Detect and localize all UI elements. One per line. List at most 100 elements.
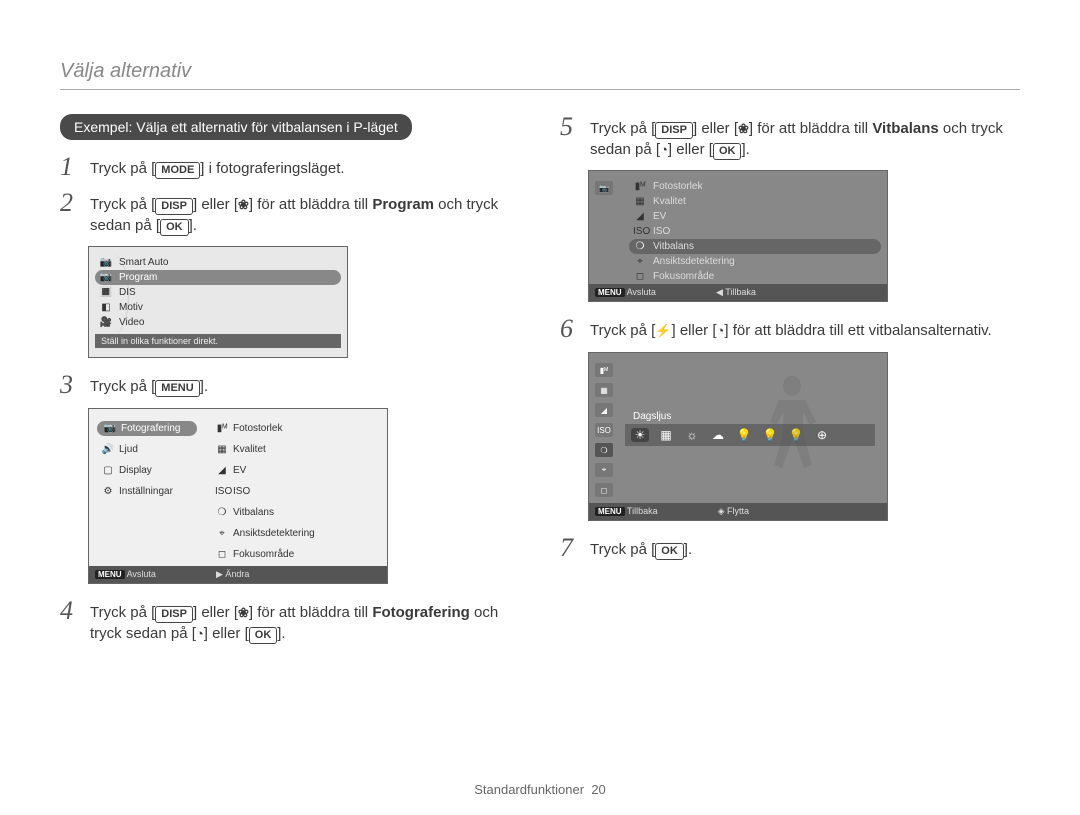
option-icon: ISO: [633, 226, 647, 237]
option-label: Fokusområde: [233, 549, 294, 560]
mode-key: MODE: [155, 162, 200, 179]
content-columns: Exempel: Välja ett alternativ för vitbal…: [60, 114, 1020, 654]
mode-icon: 🎥: [99, 317, 113, 328]
option-label: ISO: [233, 486, 250, 497]
tab-icon: ⚙: [101, 486, 115, 497]
step-text: Tryck på [MODE] i fotograferingsläget.: [90, 154, 345, 180]
step-number: 3: [60, 372, 80, 398]
option-row: ▮ᴹFotostorlek: [629, 179, 881, 194]
menu-key: MENU: [155, 380, 199, 397]
step-6: 6 Tryck på [⚡] eller [◔] för att bläddra…: [560, 316, 1020, 342]
wb-strip: ☀▦☼☁💡💡💡⊕: [625, 424, 875, 446]
flower-icon: ❀: [238, 196, 249, 214]
ok-key: OK: [655, 543, 684, 560]
wb-option-icon: ☼: [683, 428, 701, 442]
menu-option: ❍ Vitbalans: [211, 505, 319, 520]
flower-icon: ❀: [238, 604, 249, 622]
mode-icon: 📷: [99, 272, 113, 283]
silhouette-icon: [757, 367, 827, 477]
option-icon: ⌖: [633, 256, 647, 267]
wb-option-icon: ☀: [631, 428, 649, 442]
option-label: Fotostorlek: [653, 181, 702, 192]
side-icons: ▮ᴹ ▦ ◢ ISO ❍ ⌖ ◻: [595, 363, 613, 497]
option-icon: ❍: [633, 241, 647, 252]
mode-label: DIS: [119, 287, 136, 298]
mode-menu-item: 📷Program: [95, 270, 341, 285]
left-arrow-icon: ◀: [716, 287, 723, 297]
target-program: Program: [372, 196, 434, 213]
wb-option-icon: ☁: [709, 428, 727, 442]
side-icon: ▮ᴹ: [595, 363, 613, 377]
option-row: ◢EV: [629, 209, 881, 224]
tab-label: Display: [119, 465, 152, 476]
option-label: Ansiktsdetektering: [233, 528, 315, 539]
step-7: 7 Tryck på [OK].: [560, 535, 1020, 561]
option-row: ❍ Vitbalans: [629, 239, 881, 254]
step-number: 5: [560, 114, 580, 160]
side-icon: ▦: [595, 383, 613, 397]
option-label: Kvalitet: [653, 196, 686, 207]
wb-label: Dagsljus: [629, 409, 881, 424]
tab-label: Fotografering: [121, 423, 180, 434]
mode-icon: ◧: [99, 302, 113, 313]
page-title: Välja alternativ: [60, 60, 1020, 90]
step-number: 6: [560, 316, 580, 342]
disp-key: DISP: [655, 122, 693, 139]
left-column: Exempel: Välja ett alternativ för vitbal…: [60, 114, 520, 654]
screen-footer: MENU Avsluta ▶ Ändra: [89, 566, 387, 583]
hint-strip: Ställ in olika funktioner direkt.: [95, 334, 341, 348]
target-fotografering: Fotografering: [372, 604, 470, 621]
screen-footer: MENU Tillbaka ◈ Flytta: [589, 503, 887, 520]
step-text: Tryck på [OK].: [590, 535, 692, 561]
option-row: ▦ Kvalitet: [629, 194, 881, 209]
option-label: Fotostorlek: [233, 423, 282, 434]
mode-menu-item: 📷Smart Auto: [95, 255, 341, 270]
right-arrow-icon: ▶: [216, 569, 223, 579]
mode-label: Video: [119, 317, 144, 328]
camera-screen-mode: 📷Smart Auto📷Program🔳DIS◧Motiv🎥Video Stäl…: [88, 246, 348, 358]
step-text: Tryck på [⚡] eller [◔] för att bläddra t…: [590, 316, 992, 342]
flash-icon: ⚡: [655, 322, 671, 340]
step-text: Tryck på [DISP] eller [❀] för att bläddr…: [590, 114, 1020, 160]
side-icon: ◻: [595, 483, 613, 497]
ok-key: OK: [713, 143, 742, 160]
camera-tab-icon: 📷: [595, 181, 613, 195]
step-number: 4: [60, 598, 80, 644]
mode-icon: 🔳: [99, 287, 113, 298]
option-row: ⌖Ansiktsdetektering: [629, 254, 881, 269]
step-text: Tryck på [DISP] eller [❀] för att bläddr…: [90, 598, 520, 644]
menu-key-icon: MENU: [595, 288, 625, 297]
step-5: 5 Tryck på [DISP] eller [❀] för att bläd…: [560, 114, 1020, 160]
option-label: Kvalitet: [233, 444, 266, 455]
ok-key: OK: [249, 627, 278, 644]
option-label: Vitbalans: [233, 507, 274, 518]
move-icon: ◈: [718, 506, 725, 516]
menu-option: ISO ISO: [211, 484, 319, 499]
option-icon: ◢: [633, 211, 647, 222]
side-icon: ◢: [595, 403, 613, 417]
option-icon: ❍: [215, 507, 229, 518]
screen-footer: MENU Avsluta ◀ Tillbaka: [589, 284, 887, 301]
option-icon: ⌖: [215, 528, 229, 539]
option-label: Vitbalans: [653, 241, 694, 252]
option-icon: ISO: [215, 486, 229, 497]
tab-icon: ▢: [101, 465, 115, 476]
side-icon: ❍: [595, 443, 613, 457]
menu-tab: 📷Fotografering: [97, 421, 197, 436]
disp-key: DISP: [155, 198, 193, 215]
flower-icon: ❀: [738, 120, 749, 138]
camera-screen-whitebalance: ▮ᴹ ▦ ◢ ISO ❍ ⌖ ◻ Dagsljus ☀▦☼☁💡💡💡⊕ MENU …: [588, 352, 888, 521]
step-number: 1: [60, 154, 80, 180]
menu-option: ▮ᴹFotostorlek: [211, 421, 319, 436]
tab-label: Ljud: [119, 444, 138, 455]
screen-body: ▮ᴹ ▦ ◢ ISO ❍ ⌖ ◻ Dagsljus ☀▦☼☁💡💡💡⊕: [589, 353, 887, 503]
side-icons: 📷: [595, 181, 613, 195]
example-heading: Exempel: Välja ett alternativ för vitbal…: [60, 114, 412, 140]
wb-option-icon: ▦: [657, 428, 675, 442]
side-icon: ⌖: [595, 463, 613, 477]
option-icon: ◢: [215, 465, 229, 476]
option-row: ◻Fokusområde: [629, 269, 881, 284]
option-icon: ▦: [633, 196, 647, 207]
mode-menu-item: 🎥 Video: [95, 315, 341, 330]
right-column: 5 Tryck på [DISP] eller [❀] för att bläd…: [560, 114, 1020, 654]
